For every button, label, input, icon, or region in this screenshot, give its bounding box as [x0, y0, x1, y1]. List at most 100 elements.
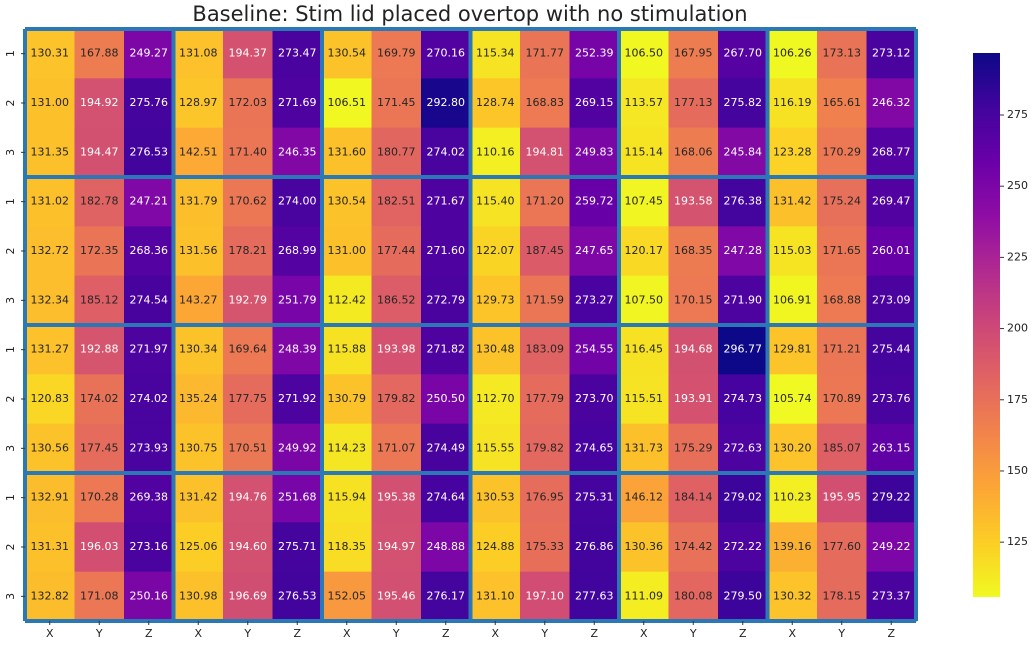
cell-label: 116.19	[773, 96, 812, 109]
cell-label: 273.37	[872, 589, 911, 602]
heat-cell	[470, 78, 521, 129]
heat-cell	[619, 29, 669, 79]
x-tick-label: Z	[145, 627, 153, 640]
heat-cell	[223, 325, 273, 375]
heat-cell	[223, 275, 273, 326]
heat-cell	[668, 177, 719, 227]
heat-cell	[322, 423, 372, 474]
x-tick-label: X	[788, 627, 796, 640]
heat-cell	[74, 29, 125, 79]
heat-cell	[124, 226, 174, 277]
cell-label: 115.94	[328, 491, 367, 504]
cell-label: 132.34	[31, 293, 70, 306]
cell-label: 250.50	[427, 392, 466, 405]
heat-cell	[767, 571, 818, 622]
cell-label: 274.65	[575, 441, 614, 454]
heat-cell	[421, 78, 471, 129]
cell-label: 183.09	[526, 343, 565, 356]
heat-cell	[520, 226, 570, 277]
heat-cell	[272, 325, 323, 375]
heat-cell	[767, 127, 818, 178]
cell-label: 276.38	[724, 195, 763, 208]
heat-cell	[619, 423, 669, 474]
cell-label: 275.71	[278, 540, 317, 553]
cell-label: 130.79	[328, 392, 367, 405]
cell-label: 130.48	[476, 343, 515, 356]
heat-cell	[470, 29, 521, 79]
cell-label: 247.21	[130, 195, 169, 208]
heat-cell	[817, 29, 867, 79]
heat-cell	[668, 78, 719, 129]
colorbar-tick-label: 275	[1007, 108, 1028, 121]
heat-cell	[718, 275, 768, 326]
heat-cell	[124, 423, 174, 474]
heat-cell	[421, 127, 471, 178]
heat-cell	[371, 275, 422, 326]
cell-label: 296.77	[724, 343, 763, 356]
heat-cell	[619, 127, 669, 178]
cell-label: 113.57	[625, 96, 664, 109]
cell-label: 194.60	[229, 540, 268, 553]
heat-cell	[25, 226, 75, 277]
heat-cell	[272, 275, 323, 326]
heat-cell	[866, 127, 917, 178]
heat-cell	[371, 571, 422, 622]
heat-cell	[866, 423, 917, 474]
heat-cell	[520, 29, 570, 79]
cell-label: 130.20	[773, 441, 812, 454]
heat-cell	[421, 571, 471, 622]
cell-label: 131.00	[328, 244, 367, 257]
cell-label: 115.55	[476, 441, 515, 454]
cell-label: 193.98	[377, 343, 416, 356]
cell-label: 170.28	[80, 491, 119, 504]
cell-label: 194.37	[229, 47, 268, 60]
cell-label: 271.90	[724, 293, 763, 306]
cell-label: 130.54	[328, 47, 367, 60]
heat-cell	[569, 522, 620, 573]
heat-cell	[866, 325, 917, 375]
cell-label: 131.42	[773, 195, 812, 208]
heat-cell	[718, 127, 768, 178]
cell-label: 273.47	[278, 47, 317, 60]
heat-cell	[223, 226, 273, 277]
cell-label: 125.06	[179, 540, 218, 553]
heat-cell	[173, 473, 224, 523]
heat-cell	[124, 522, 174, 573]
cell-label: 174.42	[674, 540, 713, 553]
heat-cell	[718, 78, 768, 129]
cell-label: 114.23	[328, 441, 367, 454]
cell-label: 122.07	[476, 244, 515, 257]
heat-cell	[470, 473, 521, 523]
cell-label: 130.32	[773, 589, 812, 602]
cell-label: 168.83	[526, 96, 565, 109]
heat-cell	[173, 275, 224, 326]
cell-label: 271.92	[278, 392, 317, 405]
cell-label: 169.64	[229, 343, 268, 356]
heat-cell	[322, 522, 372, 573]
heat-cell	[668, 275, 719, 326]
cell-label: 165.61	[823, 96, 862, 109]
heat-cell	[767, 374, 818, 425]
cell-label: 107.45	[625, 195, 664, 208]
cell-label: 106.50	[625, 47, 664, 60]
x-tick-label: Y	[392, 627, 400, 640]
cell-label: 170.15	[674, 293, 713, 306]
cell-label: 251.79	[278, 293, 317, 306]
cell-label: 274.49	[427, 441, 466, 454]
heat-cell	[322, 29, 372, 79]
cell-label: 106.91	[773, 293, 812, 306]
cell-label: 180.08	[674, 589, 713, 602]
heat-cell	[74, 78, 125, 129]
cell-label: 115.88	[328, 343, 367, 356]
heat-cell	[817, 78, 867, 129]
y-tick-label: 1	[4, 346, 17, 353]
heat-cell	[74, 571, 125, 622]
heat-cell	[668, 423, 719, 474]
heat-cell	[718, 226, 768, 277]
cell-label: 180.77	[377, 145, 416, 158]
cell-label: 177.60	[823, 540, 862, 553]
cell-label: 171.20	[526, 195, 565, 208]
cell-label: 171.07	[377, 441, 416, 454]
cell-label: 132.91	[31, 491, 70, 504]
cell-label: 248.88	[427, 540, 466, 553]
